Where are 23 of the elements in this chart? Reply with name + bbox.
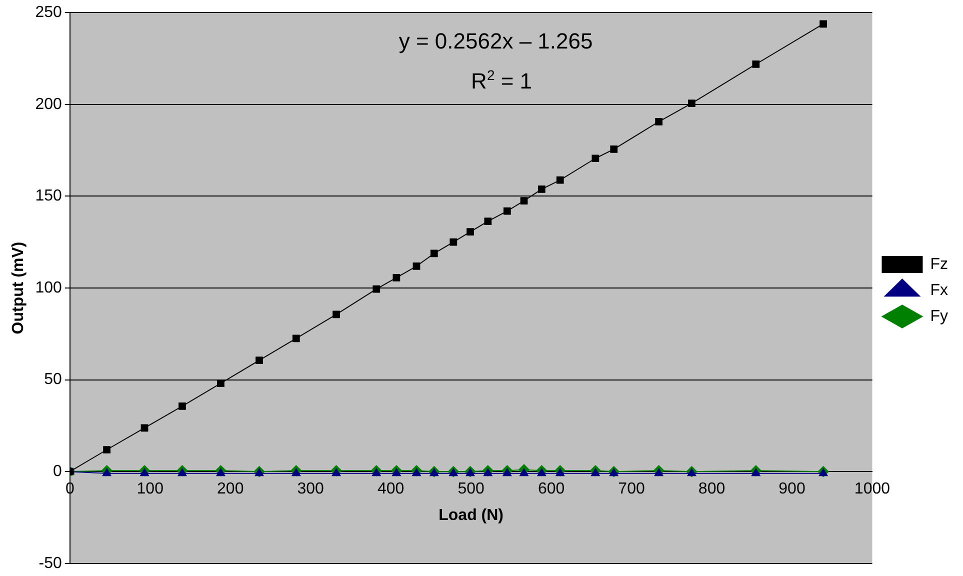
annotation: y = 0.2562x – 1.265: [398, 28, 593, 54]
y-tick-label: 50: [44, 371, 62, 388]
x-tick-label: 500: [458, 480, 485, 498]
y-axis-title: Output (mV): [10, 242, 28, 334]
x-tick-label: 1000: [854, 480, 890, 498]
y-tick-label: 150: [35, 188, 62, 205]
legend-label: Fy: [930, 308, 948, 325]
y-tick-label: -50: [38, 554, 62, 572]
y-tick-label: 250: [35, 4, 62, 22]
x-tick-label: 700: [618, 480, 645, 498]
legend-label: Fz: [930, 256, 948, 273]
x-tick-label: 400: [377, 480, 404, 498]
x-tick-label: 800: [698, 480, 726, 498]
y-tick-label: 0: [52, 463, 62, 480]
x-tick-label: 900: [778, 480, 806, 498]
legend-label: Fx: [930, 282, 948, 299]
y-tick-label: 200: [35, 96, 62, 113]
x-axis-title: Load (N): [438, 506, 504, 524]
y-tick-label: 100: [35, 279, 62, 296]
x-tick-label: 600: [538, 480, 565, 498]
x-tick-label: 300: [297, 480, 324, 498]
x-tick-label: 100: [136, 480, 164, 498]
x-tick-label: 200: [217, 480, 244, 498]
